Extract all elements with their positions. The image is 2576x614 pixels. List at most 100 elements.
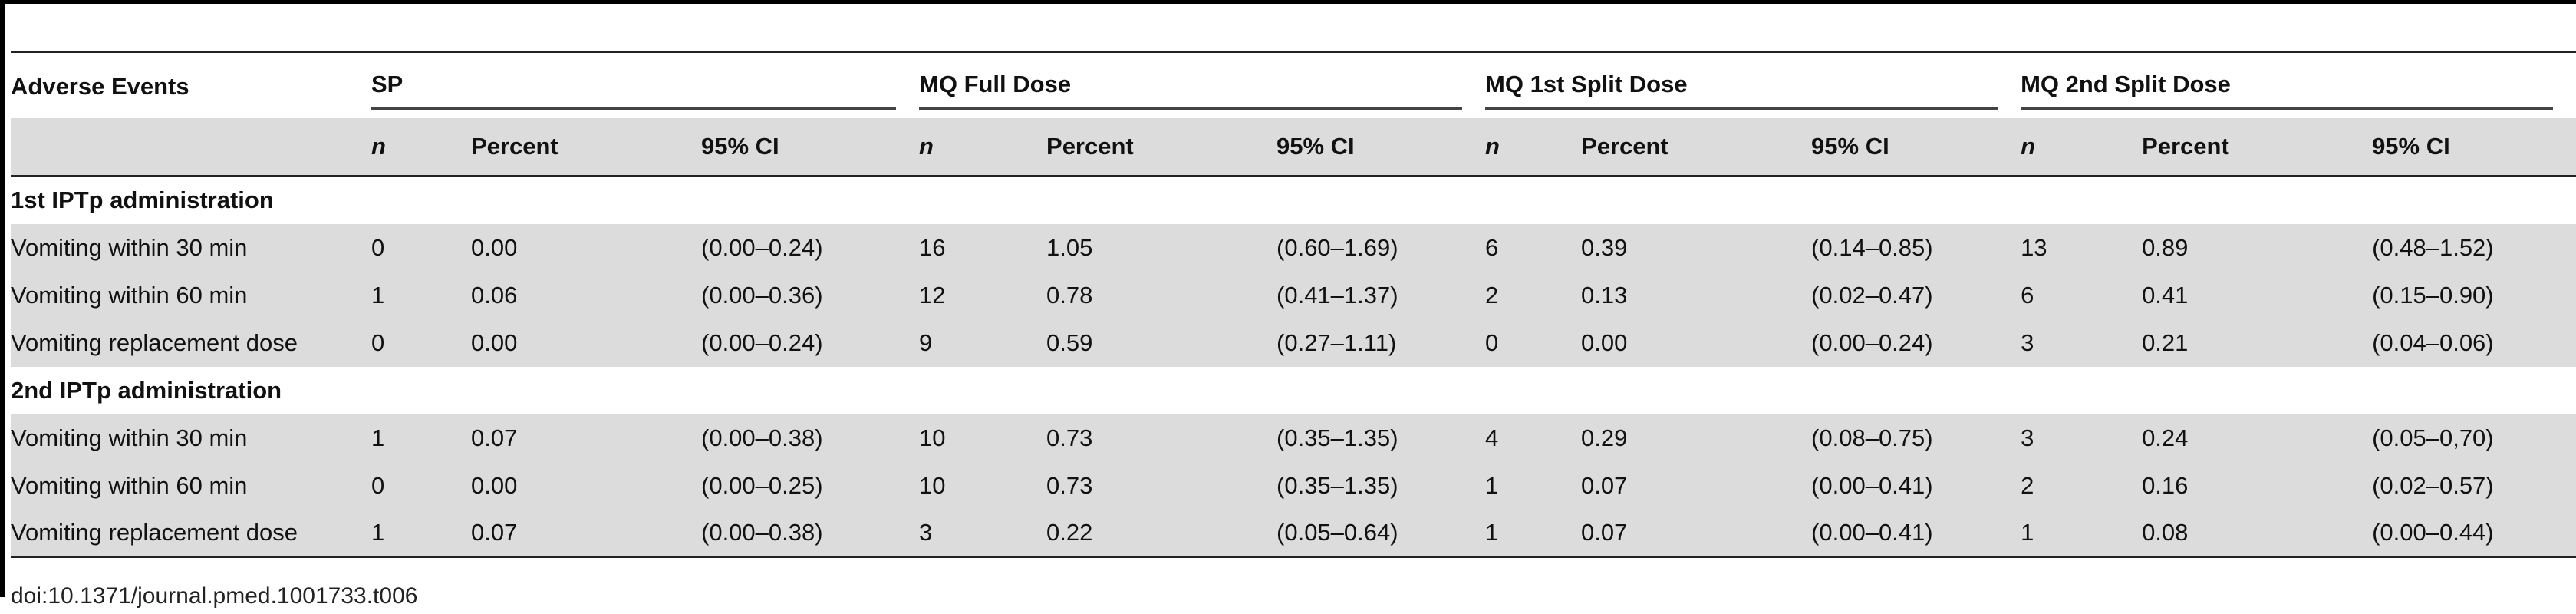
subheader-ci: 95% CI bbox=[701, 132, 779, 160]
group-label-mq-2nd-split: MQ 2nd Split Dose bbox=[2021, 64, 2554, 110]
table-cell: 0.22 bbox=[1046, 518, 1093, 546]
group-label-mq-1st-split: MQ 1st Split Dose bbox=[1485, 64, 1998, 110]
adverse-events-table-container: Adverse Events SP MQ Full Dose MQ 1st Sp… bbox=[11, 51, 2576, 558]
table-cell: 0.29 bbox=[1581, 424, 1628, 451]
table-cell: 1 bbox=[1485, 518, 1499, 546]
group-header-mq-2nd-split: MQ 2nd Split Dose bbox=[2021, 52, 2576, 118]
table-cell: 0.78 bbox=[1046, 281, 1093, 309]
table-cell: 9 bbox=[919, 328, 933, 356]
subheader-n: n bbox=[371, 132, 386, 160]
table-cell: 0.07 bbox=[471, 424, 518, 451]
table-cell: (0.08–0.75) bbox=[1811, 424, 1933, 451]
table-row: Vomiting replacement dose 0 0.00 (0.00–0.24… bbox=[11, 319, 2576, 367]
table-cell: 0.07 bbox=[471, 518, 518, 546]
table-cell: 0.73 bbox=[1046, 424, 1093, 451]
table-cell: (0.41–1.37) bbox=[1276, 281, 1398, 309]
table-cell: 0.21 bbox=[2142, 328, 2189, 356]
table-cell: 0.13 bbox=[1581, 281, 1628, 309]
table-cell: 0.41 bbox=[2142, 281, 2189, 309]
adverse-events-table: Adverse Events SP MQ Full Dose MQ 1st Sp… bbox=[11, 51, 2576, 558]
table-cell: (0.02–0.47) bbox=[1811, 281, 1933, 309]
subheader-ci: 95% CI bbox=[2372, 132, 2450, 160]
group-header-sp: SP bbox=[371, 52, 919, 118]
subheader-row: n Percent 95% CI n Percent 95% CI n Perc… bbox=[11, 117, 2576, 177]
table-cell: 4 bbox=[1485, 424, 1499, 451]
table-cell: (0.00–0.25) bbox=[701, 471, 823, 499]
table-cell: 0.24 bbox=[2142, 424, 2189, 451]
table-cell: (0.05–0.64) bbox=[1276, 518, 1398, 546]
table-cell: (0.00–0.44) bbox=[2372, 518, 2494, 546]
table-cell: (0.00–0.38) bbox=[701, 518, 823, 546]
table-cell: 0.00 bbox=[471, 471, 518, 499]
table-cell: 0 bbox=[371, 233, 385, 261]
row-header-adverse-events: Adverse Events bbox=[11, 73, 189, 101]
table-body: 1st IPTp administration Vomiting within 3… bbox=[11, 177, 2576, 557]
subheader-percent: Percent bbox=[2142, 132, 2229, 160]
table-cell: 0.59 bbox=[1046, 328, 1093, 356]
table-cell: 2 bbox=[2021, 471, 2034, 499]
table-cell: 3 bbox=[2021, 328, 2034, 356]
left-border bbox=[0, 0, 5, 597]
table-cell: 13 bbox=[2021, 233, 2047, 261]
table-cell: 10 bbox=[919, 471, 946, 499]
section-row: 1st IPTp administration bbox=[11, 177, 2576, 224]
subheader-percent: Percent bbox=[1046, 132, 1134, 160]
table-cell: 1 bbox=[371, 281, 385, 309]
table-cell: 10 bbox=[919, 424, 946, 451]
table-cell: 0.07 bbox=[1581, 518, 1628, 546]
table-cell: 2 bbox=[1485, 281, 1499, 309]
subheader-n: n bbox=[2021, 132, 2035, 160]
table-cell: (0.00–0.41) bbox=[1811, 471, 1933, 499]
table-row: Vomiting replacement dose 1 0.07 (0.00–0.38… bbox=[11, 509, 2576, 557]
table-cell: 1 bbox=[371, 518, 385, 546]
table-cell: 0.16 bbox=[2142, 471, 2189, 499]
table-cell: 3 bbox=[2021, 424, 2034, 451]
table-cell: (0.35–1.35) bbox=[1276, 471, 1398, 499]
group-label-sp: SP bbox=[371, 64, 897, 110]
subheader-percent: Percent bbox=[1581, 132, 1668, 160]
table-cell: 0.00 bbox=[471, 233, 518, 261]
table-cell: (0.48–1.52) bbox=[2372, 233, 2494, 261]
section-title: 1st IPTp administration bbox=[11, 187, 274, 214]
subheader-empty bbox=[11, 118, 371, 177]
subheader-n: n bbox=[1485, 132, 1500, 160]
row-label: Vomiting replacement dose bbox=[11, 518, 298, 546]
table-cell: 0.06 bbox=[471, 281, 518, 309]
table-cell: 3 bbox=[919, 518, 933, 546]
section-title: 2nd IPTp administration bbox=[11, 376, 282, 404]
group-label-mq-full: MQ Full Dose bbox=[919, 64, 1463, 110]
table-cell: (0.27–1.11) bbox=[1276, 328, 1397, 356]
table-cell: 1 bbox=[2021, 518, 2034, 546]
table-cell: 0.08 bbox=[2142, 518, 2189, 546]
table-cell: (0.15–0.90) bbox=[2372, 281, 2494, 309]
table-cell: 0.00 bbox=[1581, 328, 1628, 356]
row-label: Vomiting within 60 min bbox=[11, 281, 248, 309]
doi-footer: doi:10.1371/journal.pmed.1001733.t006 bbox=[11, 583, 418, 609]
subheader-n: n bbox=[919, 132, 934, 160]
group-header-mq-1st-split: MQ 1st Split Dose bbox=[1485, 52, 2021, 118]
table-cell: 6 bbox=[2021, 281, 2034, 309]
table-cell: (0.14–0.85) bbox=[1811, 233, 1933, 261]
row-label: Vomiting within 30 min bbox=[11, 424, 248, 451]
row-label: Vomiting replacement dose bbox=[11, 328, 298, 356]
group-header-mq-full: MQ Full Dose bbox=[919, 52, 1485, 118]
table-row: Vomiting within 60 min 1 0.06 (0.00–0.36) 12… bbox=[11, 271, 2576, 319]
table-row: Vomiting within 30 min 1 0.07 (0.00–0.38) 10… bbox=[11, 414, 2576, 462]
table-cell: 1 bbox=[1485, 471, 1499, 499]
table-cell: (0.04–0.06) bbox=[2372, 328, 2494, 356]
table-cell: 1 bbox=[371, 424, 385, 451]
table-cell: 16 bbox=[919, 233, 946, 261]
table-cell: (0.00–0.24) bbox=[701, 328, 823, 356]
group-header-row: Adverse Events SP MQ Full Dose MQ 1st Sp… bbox=[11, 51, 2576, 118]
table-cell: 0.00 bbox=[471, 328, 518, 356]
table-cell: (0.00–0.36) bbox=[701, 281, 823, 309]
table-cell: 0 bbox=[371, 328, 385, 356]
table-cell: 0.07 bbox=[1581, 471, 1628, 499]
table-cell: (0.00–0.24) bbox=[1811, 328, 1933, 356]
row-label: Vomiting within 60 min bbox=[11, 471, 248, 499]
table-row: Vomiting within 30 min 0 0.00 (0.00–0.24) 16… bbox=[11, 223, 2576, 272]
table-cell: 12 bbox=[919, 281, 946, 309]
table-row: Vomiting within 60 min 0 0.00 (0.00–0.25) 10… bbox=[11, 461, 2576, 510]
table-cell: (0.00–0.41) bbox=[1811, 518, 1933, 546]
subheader-ci: 95% CI bbox=[1811, 132, 1889, 160]
